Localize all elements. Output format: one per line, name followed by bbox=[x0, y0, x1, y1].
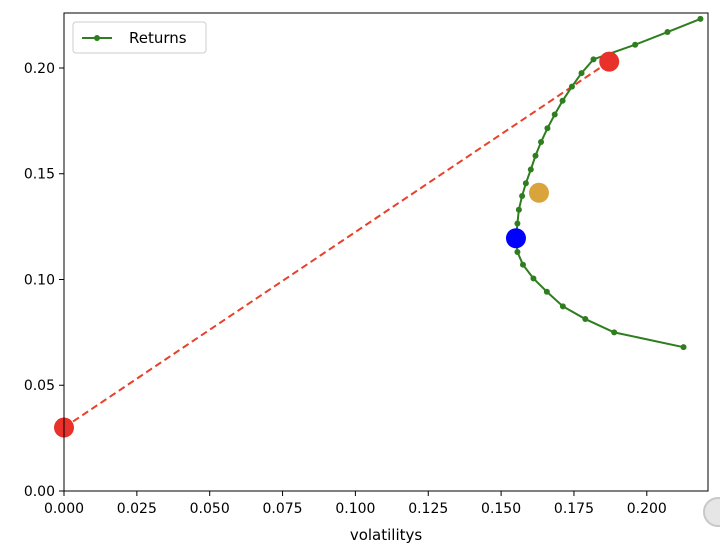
returns-point bbox=[559, 97, 566, 104]
y-tick-label: 0.00 bbox=[24, 484, 55, 500]
corner-scroll-handle[interactable] bbox=[703, 497, 720, 527]
returns-point bbox=[611, 329, 618, 336]
returns-point bbox=[697, 15, 704, 22]
returns-point bbox=[538, 139, 545, 146]
y-tick-label: 0.05 bbox=[24, 378, 55, 394]
returns-point bbox=[514, 220, 521, 227]
highlight-point bbox=[599, 51, 620, 72]
highlight-point bbox=[528, 182, 549, 203]
legend-entry-returns: Returns bbox=[129, 29, 187, 47]
x-tick-label: 0.000 bbox=[44, 501, 84, 517]
returns-point bbox=[522, 180, 529, 187]
returns-point bbox=[514, 249, 521, 255]
x-tick-label: 0.200 bbox=[627, 501, 667, 517]
returns-point bbox=[632, 41, 639, 48]
returns-point bbox=[664, 29, 671, 36]
highlighted-points bbox=[54, 51, 620, 438]
legend-marker-swatch bbox=[94, 35, 100, 41]
y-tick-label: 0.15 bbox=[24, 167, 55, 183]
returns-point bbox=[680, 344, 687, 351]
x-tick-label: 0.075 bbox=[263, 501, 303, 517]
returns-point bbox=[527, 166, 534, 173]
returns-point bbox=[590, 56, 597, 63]
returns-point bbox=[551, 111, 558, 118]
returns-point bbox=[559, 303, 566, 310]
highlight-point bbox=[505, 228, 526, 249]
legend-box bbox=[72, 21, 207, 54]
returns-point bbox=[530, 275, 537, 282]
returns-point bbox=[532, 152, 539, 159]
x-tick-label: 0.050 bbox=[190, 501, 230, 517]
y-tick-label: 0.20 bbox=[24, 61, 55, 77]
x-axis-label: volatilitys bbox=[350, 526, 423, 544]
x-axis-ticks: 0.000 0.025 0.050 0.075 0.100 0.125 0.150 0.175… bbox=[44, 491, 667, 517]
y-tick-label: 0.10 bbox=[24, 272, 55, 288]
returns-point bbox=[578, 70, 585, 77]
returns-point bbox=[568, 83, 575, 90]
returns-point bbox=[519, 261, 526, 268]
x-tick-label: 0.150 bbox=[481, 501, 521, 517]
returns-point bbox=[544, 125, 551, 132]
returns-point bbox=[515, 206, 522, 213]
x-tick-label: 0.175 bbox=[554, 501, 594, 517]
returns-point bbox=[543, 288, 550, 295]
x-tick-label: 0.025 bbox=[117, 501, 157, 517]
plot-content bbox=[64, 15, 704, 429]
y-axis-ticks: 0.00 0.05 0.10 0.15 0.20 bbox=[24, 61, 64, 500]
returns-point bbox=[519, 192, 526, 199]
x-tick-label: 0.125 bbox=[408, 501, 448, 517]
capital-market-line bbox=[64, 60, 610, 429]
returns-point bbox=[582, 316, 589, 323]
legend: Returns bbox=[72, 21, 207, 54]
x-tick-label: 0.100 bbox=[335, 501, 375, 517]
plot-frame bbox=[63, 12, 709, 492]
